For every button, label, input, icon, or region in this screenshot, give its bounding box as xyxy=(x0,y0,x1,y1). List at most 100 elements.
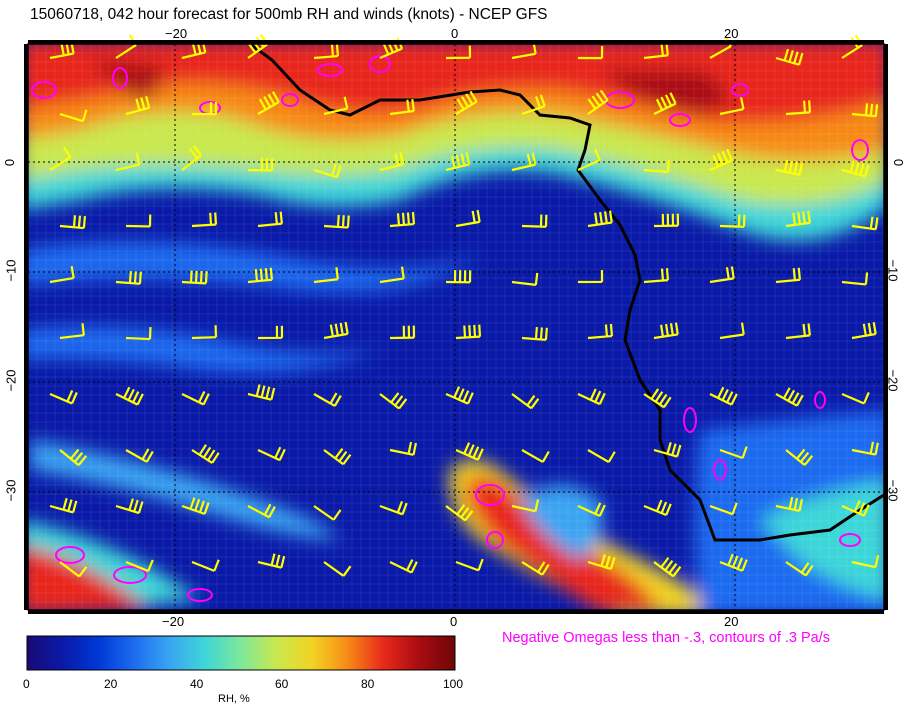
wind-barb xyxy=(841,272,869,286)
wind-barb xyxy=(59,109,88,123)
map-title: 15060718, 042 hour forecast for 500mb RH… xyxy=(30,6,548,23)
lon-tick-top-1: −20 xyxy=(165,26,188,41)
wind-barb xyxy=(257,211,283,228)
colorbar-gradient xyxy=(26,635,456,671)
wind-barb xyxy=(125,95,151,116)
wind-barb xyxy=(775,387,804,407)
wind-barb xyxy=(125,327,152,341)
wind-barb xyxy=(577,148,601,172)
wind-barb xyxy=(247,267,273,284)
wind-barb xyxy=(587,554,616,571)
lon-tick-bottom-2: 0 xyxy=(450,614,458,629)
wind-barb xyxy=(313,505,342,521)
wind-barb xyxy=(521,94,546,116)
wind-barb xyxy=(445,152,471,172)
omega-contours xyxy=(31,55,869,602)
wind-barb xyxy=(455,90,478,115)
wind-barb xyxy=(379,152,405,172)
wind-barb xyxy=(719,553,748,572)
wind-barb xyxy=(445,504,474,522)
wind-barb xyxy=(125,559,154,573)
wind-barb xyxy=(49,41,75,60)
wind-barb xyxy=(653,322,679,340)
wind-barb xyxy=(191,559,220,572)
wind-barb xyxy=(323,561,352,577)
wind-barb xyxy=(511,499,540,513)
wind-barb xyxy=(521,449,550,463)
lat-tick-right-3: −20 xyxy=(885,369,901,392)
wind-barb xyxy=(653,557,682,578)
wind-barb xyxy=(643,268,670,284)
wind-barb xyxy=(313,44,340,60)
wind-barb xyxy=(389,98,415,116)
wind-barb xyxy=(577,46,604,60)
wind-barb xyxy=(841,391,870,405)
wind-barb xyxy=(511,152,537,172)
wind-barb xyxy=(841,160,870,178)
wind-barb xyxy=(181,497,210,515)
wind-barb xyxy=(455,442,484,461)
wind-barb xyxy=(445,386,474,405)
wind-barb xyxy=(521,327,548,341)
lat-tick-left-1: 0 xyxy=(2,158,18,167)
wind-barb xyxy=(643,43,669,60)
wind-barb xyxy=(643,159,670,174)
lat-tick-left-2: −10 xyxy=(3,259,19,282)
lat-tick-right-4: −30 xyxy=(885,479,901,502)
wind-barb xyxy=(577,388,606,406)
wind-barb xyxy=(59,561,88,578)
colorbar-tick-20: 20 xyxy=(104,677,118,691)
colorbar-label: RH, % xyxy=(218,693,250,705)
frame-ticks xyxy=(24,40,888,614)
colorbar-tick-60: 60 xyxy=(275,677,289,691)
wind-barb xyxy=(115,498,144,515)
wind-barb xyxy=(653,92,677,115)
wind-barb xyxy=(389,559,418,574)
wind-barb xyxy=(455,324,482,340)
wind-barb xyxy=(587,324,614,340)
lat-tick-right-2: −10 xyxy=(885,259,901,282)
wind-barb xyxy=(511,272,539,286)
wind-barb xyxy=(59,448,88,467)
colorbar xyxy=(26,635,456,671)
lon-tick-bottom-3: 20 xyxy=(724,614,739,629)
wind-barb xyxy=(323,214,350,229)
lon-tick-top-3: 20 xyxy=(724,26,739,41)
wind-barb xyxy=(59,215,87,230)
wind-barb xyxy=(115,270,142,285)
wind-barb xyxy=(653,213,680,228)
wind-barb xyxy=(257,446,286,462)
wind-barb xyxy=(785,448,814,466)
wind-barb xyxy=(445,45,472,60)
wind-barb xyxy=(181,391,210,406)
wind-barb xyxy=(115,152,141,172)
wind-barb xyxy=(49,146,72,171)
colorbar-tick-100: 100 xyxy=(443,677,464,691)
wind-barb xyxy=(389,325,416,340)
wind-barb xyxy=(851,322,877,340)
lat-tick-right-1: 0 xyxy=(890,158,906,167)
wind-barb xyxy=(191,444,220,464)
wind-barb xyxy=(719,446,748,460)
wind-barb xyxy=(257,325,284,340)
wind-barb xyxy=(49,390,78,405)
wind-barb xyxy=(785,561,814,577)
wind-barb xyxy=(49,266,75,284)
lat-tick-left-3: −20 xyxy=(3,369,19,392)
wind-barb xyxy=(191,212,218,228)
wind-barb xyxy=(587,89,609,115)
wind-barb xyxy=(851,103,879,118)
wind-barb xyxy=(709,386,738,406)
wind-barb xyxy=(577,502,606,517)
wind-barb xyxy=(181,145,203,171)
wind-barb xyxy=(323,321,349,340)
wind-barb xyxy=(709,148,733,172)
wind-barb xyxy=(851,216,879,231)
wind-barb xyxy=(719,322,745,340)
wind-barb xyxy=(851,441,879,456)
wind-barb xyxy=(247,158,274,172)
wind-barb xyxy=(775,159,803,176)
wind-barb xyxy=(191,102,218,116)
wind-barb xyxy=(785,210,811,228)
wind-barb xyxy=(709,502,738,516)
